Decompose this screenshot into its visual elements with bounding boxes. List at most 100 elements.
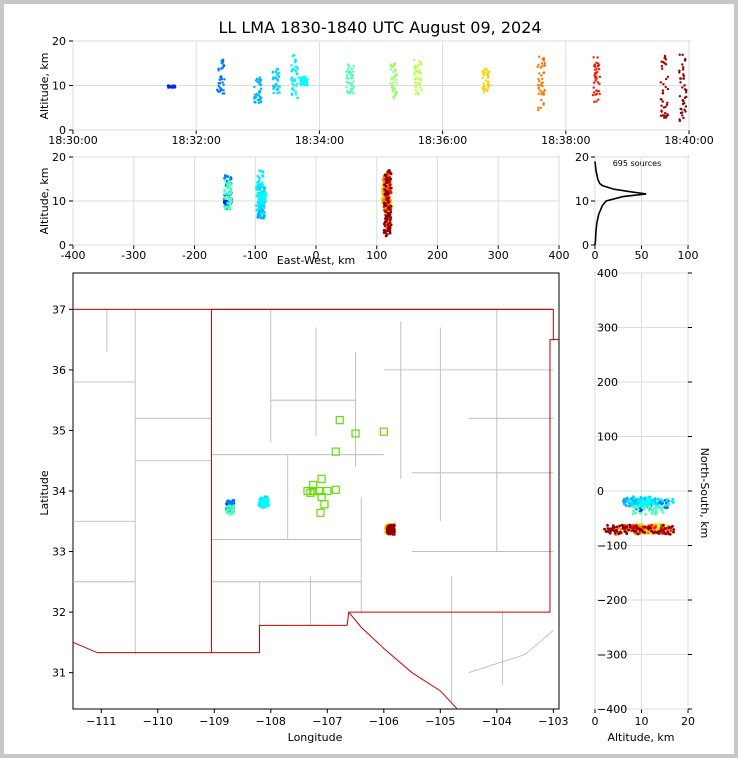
- ns-source-point: [632, 526, 636, 529]
- ns-source-point: [653, 497, 657, 500]
- time-source-point: [593, 72, 597, 76]
- time-source-point: [681, 102, 685, 106]
- time-source-point: [303, 83, 306, 86]
- time-source-point: [170, 86, 173, 89]
- ew-source-point: [255, 204, 258, 207]
- time-source-point: [485, 69, 489, 72]
- ns-source-point: [663, 531, 666, 535]
- time-source-point: [259, 97, 262, 101]
- ew-source-point: [263, 194, 267, 198]
- time-source-point: [420, 63, 423, 66]
- time-source-point: [259, 100, 262, 104]
- county-border: [524, 629, 554, 655]
- time-source-point: [392, 64, 395, 68]
- time-source-point: [345, 86, 348, 89]
- map-xtick-label: −108: [256, 715, 286, 728]
- time-source-point: [483, 87, 487, 91]
- time-source-point: [257, 80, 260, 83]
- ns-source-point: [645, 501, 649, 505]
- time-source-point: [221, 66, 224, 70]
- time-source-point: [258, 80, 262, 83]
- time-source-point: [292, 88, 296, 92]
- time-source-point: [345, 90, 349, 93]
- map-source-point: [260, 496, 264, 500]
- ew-source-point: [223, 196, 227, 200]
- ew-source-point: [229, 197, 233, 201]
- station-marker: [379, 427, 388, 436]
- time-source-point: [392, 62, 396, 66]
- time-source-point: [276, 68, 280, 71]
- ew-source-point: [260, 202, 264, 205]
- time-source-point: [294, 65, 297, 68]
- time-source-point: [486, 72, 489, 75]
- time-source-point: [542, 102, 545, 105]
- ew-source-point: [261, 216, 265, 219]
- ns-source-point: [627, 504, 631, 508]
- time-source-point: [597, 64, 601, 67]
- time-source-point: [392, 70, 395, 74]
- time-source-point: [218, 82, 222, 85]
- ew-source-point: [223, 205, 226, 209]
- ew-source-point: [389, 177, 393, 181]
- ns-source-point: [657, 497, 660, 501]
- time-source-point: [594, 79, 597, 82]
- ns-source-point: [624, 504, 628, 507]
- time-source-point: [662, 83, 665, 86]
- time-source-point: [352, 80, 355, 83]
- ew-source-point: [256, 174, 260, 178]
- time-source-point: [394, 62, 397, 65]
- ns-xtick-label: 0: [592, 715, 599, 728]
- ew-source-point: [262, 212, 265, 216]
- ns-source-point: [644, 512, 648, 516]
- time-source-point: [417, 77, 421, 81]
- time-source-point: [394, 73, 398, 77]
- time-source-point: [660, 65, 664, 68]
- ew-source-point: [386, 192, 390, 196]
- time-source-point: [293, 59, 297, 62]
- time-source-point: [484, 67, 487, 70]
- ew-ytick-label: 10: [52, 195, 66, 208]
- ew-source-point: [223, 178, 227, 182]
- time-source-point: [257, 101, 260, 105]
- ns-source-point: [619, 531, 623, 535]
- ew-source-point: [387, 225, 391, 229]
- time-source-point: [352, 91, 355, 95]
- time-source-point: [536, 65, 539, 69]
- ns-source-point: [638, 527, 641, 531]
- time-source-point: [596, 89, 599, 93]
- time-source-point: [349, 76, 353, 79]
- time-source-point: [595, 61, 598, 65]
- time-source-point: [482, 91, 486, 94]
- time-source-point: [299, 82, 303, 86]
- time-source-point: [683, 108, 686, 111]
- time-source-point: [683, 59, 687, 62]
- time-source-point: [389, 68, 393, 71]
- station-marker: [306, 488, 315, 497]
- time-source-point: [592, 64, 596, 68]
- time-source-point: [302, 78, 305, 82]
- time-source-point: [418, 71, 421, 74]
- ns-source-point: [614, 528, 618, 532]
- ew-xtick-label: -400: [61, 249, 86, 262]
- ns-source-point: [650, 511, 654, 515]
- time-source-point: [348, 90, 352, 93]
- time-source-point: [217, 69, 220, 72]
- ew-source-point: [257, 211, 261, 214]
- time-source-point: [486, 86, 490, 90]
- ns-source-point: [632, 495, 635, 499]
- ew-source-point: [383, 220, 387, 224]
- ns-source-point: [659, 529, 662, 533]
- ew-xtick-label: -300: [121, 249, 146, 262]
- ew-source-point: [383, 183, 387, 187]
- ew-source-point: [386, 199, 390, 203]
- time-source-point: [415, 65, 418, 69]
- time-source-point: [258, 94, 261, 97]
- ew-source-point: [225, 191, 229, 195]
- time-source-point: [389, 65, 392, 68]
- ns-source-point: [660, 508, 664, 512]
- time-source-point: [395, 82, 399, 85]
- time-source-point: [659, 97, 663, 101]
- time-source-point: [537, 92, 540, 96]
- ew-source-point: [229, 200, 232, 204]
- time-source-point: [221, 61, 224, 65]
